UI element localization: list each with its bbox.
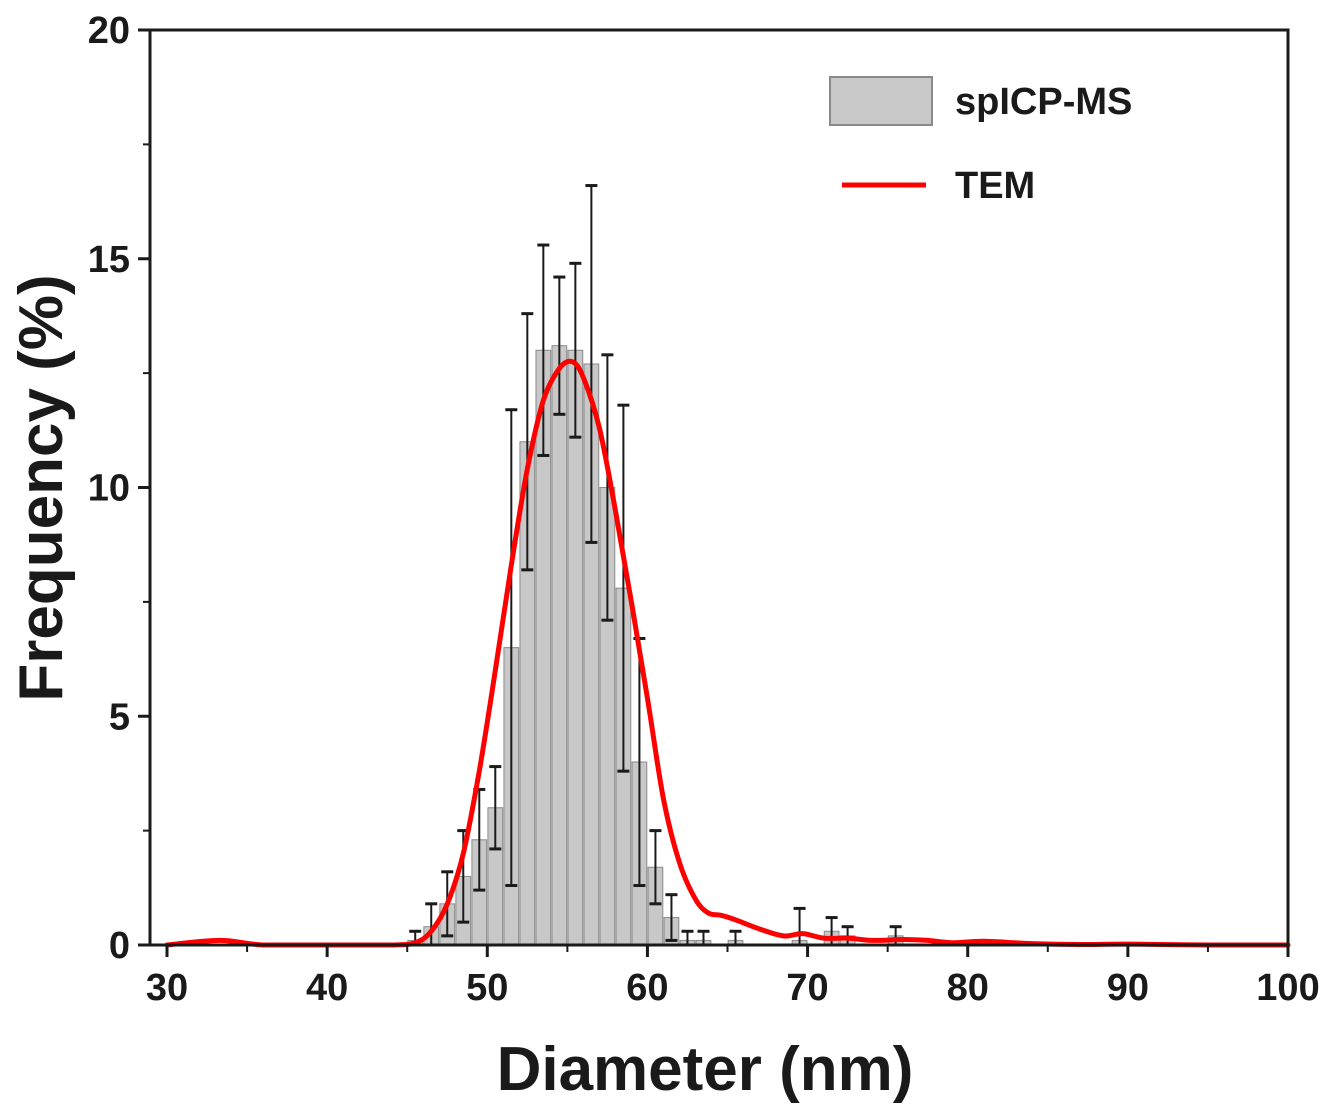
error-bar — [665, 893, 678, 942]
error-bars-layer — [409, 184, 902, 947]
plot-frame — [148, 28, 1290, 947]
x-tick-label: 100 — [1256, 967, 1319, 1009]
error-bar — [569, 261, 582, 439]
y-tick-label: 20 — [88, 10, 130, 52]
legend-swatch-spicpms — [829, 76, 933, 126]
legend-label-tem: TEM — [955, 165, 1035, 207]
y-axis-title: Frequency (%) — [7, 274, 76, 701]
error-bar — [793, 906, 806, 947]
y-tick-label: 15 — [88, 239, 130, 281]
x-tick-label: 30 — [146, 967, 188, 1009]
error-bar — [585, 184, 598, 544]
x-tick-label: 90 — [1107, 967, 1149, 1009]
x-tick-label: 70 — [786, 967, 828, 1009]
error-bar — [521, 312, 534, 572]
error-bar — [505, 408, 518, 888]
tem-curve — [164, 358, 1291, 948]
error-bar — [617, 403, 630, 773]
error-bar — [601, 353, 614, 622]
error-bar — [649, 829, 662, 906]
histogram-bar — [551, 345, 568, 946]
x-tick-label: 40 — [306, 967, 348, 1009]
y-tick-label: 5 — [109, 696, 130, 738]
y-tick-label: 0 — [109, 925, 130, 967]
x-axis-title: Diameter (nm) — [497, 1035, 914, 1104]
legend-label-spicpms: spICP-MS — [955, 81, 1132, 123]
error-bar — [489, 765, 502, 851]
x-tick-label: 80 — [947, 967, 989, 1009]
legend: spICP-MS TEM — [829, 76, 1132, 207]
ticks-layer: 30 40 50 60 70 80 90 100 0 5 10 15 20 — [88, 10, 1320, 1009]
histogram-bar — [567, 349, 584, 946]
error-bar — [537, 243, 550, 457]
y-tick-label: 10 — [88, 468, 130, 510]
error-bar — [553, 275, 566, 416]
x-tick-label: 60 — [626, 967, 668, 1009]
x-tick-label: 50 — [466, 967, 508, 1009]
